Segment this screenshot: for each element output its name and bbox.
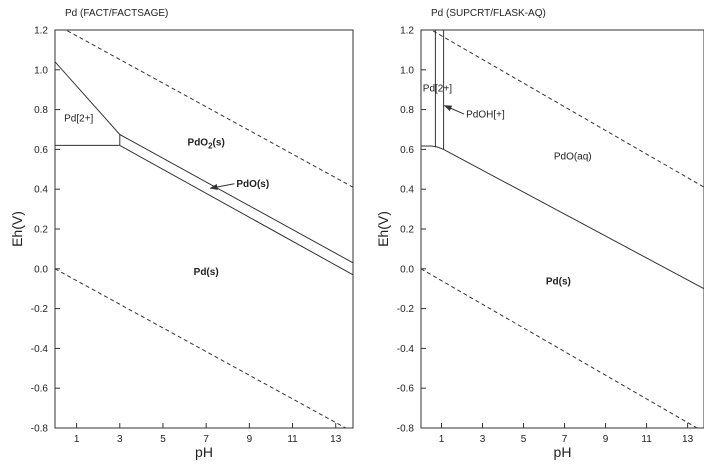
region-label: Pd(s) — [546, 277, 571, 288]
water-stability-line-1 — [430, 30, 704, 188]
x-tick-label: 5 — [521, 434, 527, 445]
series-group — [421, 30, 704, 428]
phase-boundary-line-3 — [55, 61, 121, 135]
region-label: Pd[2+] — [423, 84, 452, 95]
y-tick-label: -0.8 — [31, 424, 49, 435]
water-stability-line-2 — [421, 268, 699, 428]
y-tick-label: 0.2 — [34, 225, 48, 236]
x-tick-label: 5 — [160, 434, 166, 445]
x-axis-title: pH — [195, 444, 213, 460]
x-tick-label: 13 — [330, 434, 342, 445]
y-tick-label: 1.0 — [34, 65, 48, 76]
region-label: PdOH[+] — [466, 110, 505, 121]
y-tick-label: 0.4 — [34, 185, 48, 196]
x-axis-title: pH — [554, 444, 572, 460]
series-group — [55, 30, 353, 428]
y-axis-title: Eh(V) — [375, 211, 391, 247]
chart-title: Pd (SUPCRT/FLASK-AQ) — [431, 8, 546, 19]
chart-title: Pd (FACT/FACTSAGE) — [65, 8, 168, 19]
x-tick-label: 3 — [480, 434, 486, 445]
y-tick-label: 0.0 — [400, 264, 414, 275]
phase-boundary-line-7 — [119, 144, 353, 276]
region-label: PdO(aq) — [554, 151, 592, 162]
x-tick-label: 11 — [287, 434, 298, 445]
x-tick-label: 13 — [682, 434, 694, 445]
y-tick-label: 0.6 — [400, 145, 414, 156]
region-label: PdO(s) — [236, 179, 269, 190]
y-tick-label: -0.6 — [31, 384, 49, 395]
x-tick-label: 3 — [117, 434, 123, 445]
x-tick-label: 11 — [641, 434, 652, 445]
water-stability-line-2 — [55, 268, 347, 428]
phase-boundary-line-5 — [421, 145, 704, 290]
y-tick-label: -0.2 — [31, 304, 49, 315]
x-tick-label: 7 — [562, 434, 568, 445]
x-tick-label: 1 — [74, 434, 80, 445]
x-tick-label: 9 — [603, 434, 609, 445]
y-tick-label: 1.0 — [400, 65, 414, 76]
x-tick-label: 9 — [247, 434, 253, 445]
phase-boundary-line-6 — [119, 134, 353, 264]
y-tick-label: -0.6 — [397, 384, 415, 395]
region-label: Pd[2+] — [64, 114, 93, 125]
label-arrow — [443, 105, 465, 115]
y-tick-label: -0.4 — [31, 344, 49, 355]
chart-panel-2: Pd (SUPCRT/FLASK-AQ) -0.8 -0.6 -0.4 -0.2 0.0 0… — [375, 8, 704, 460]
y-tick-label: 0.8 — [400, 105, 414, 116]
y-tick-label: 0.0 — [34, 264, 48, 275]
label-arrow — [209, 183, 235, 190]
y-axis-title: Eh(V) — [9, 211, 25, 247]
plot-frame — [54, 29, 354, 429]
y-tick-label: 1.2 — [400, 26, 414, 37]
y-tick-label: 1.2 — [34, 26, 48, 37]
chart-panel-1: Pd (FACT/FACTSAGE) -0.8 -0.6 -0.4 -0.2 0.0 0.2… — [9, 8, 354, 460]
region-label: Pd(s) — [194, 267, 219, 278]
y-tick-label: 0.8 — [34, 105, 48, 116]
plot-frame — [420, 29, 704, 429]
region-label: PdO2(s) — [188, 137, 225, 150]
y-tick-label: -0.2 — [397, 304, 415, 315]
y-tick-label: -0.8 — [397, 424, 415, 435]
x-tick-label: 7 — [203, 434, 209, 445]
x-tick-label: 1 — [439, 434, 445, 445]
y-tick-label: -0.4 — [397, 344, 415, 355]
water-stability-line-1 — [64, 30, 353, 188]
y-tick-label: 0.2 — [400, 225, 414, 236]
y-tick-label: 0.4 — [400, 185, 414, 196]
y-tick-label: 0.6 — [34, 145, 48, 156]
